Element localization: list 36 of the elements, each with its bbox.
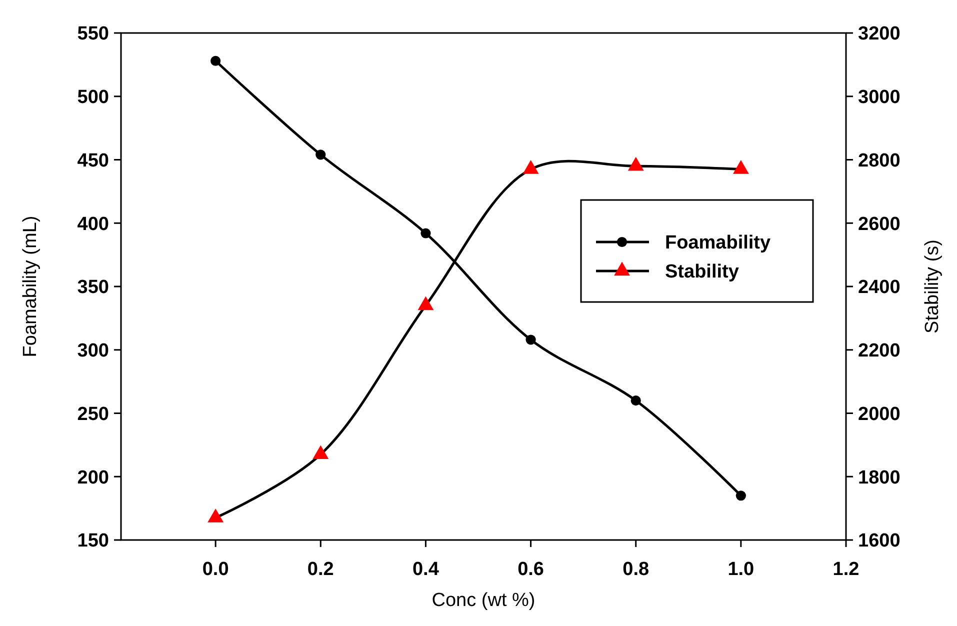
y-tick-label: 350 xyxy=(77,277,109,298)
y2-tick-label: 1800 xyxy=(858,467,900,488)
y-axis-title: Foamability (mL) xyxy=(20,216,41,358)
x-tick-label: 1.0 xyxy=(728,559,754,580)
y2-tick-label: 2000 xyxy=(858,404,900,425)
point xyxy=(736,490,746,501)
legend-label: Stability xyxy=(665,262,740,283)
point xyxy=(420,228,431,238)
legend-label: Foamability xyxy=(665,232,772,254)
y-tick-label: 500 xyxy=(77,87,109,108)
point xyxy=(630,396,641,406)
y2-tick-label: 2200 xyxy=(858,340,900,362)
y2-tick-label: 1600 xyxy=(858,530,900,552)
point xyxy=(210,56,221,66)
y2-tick-label: 2600 xyxy=(858,214,900,235)
x-tick-label: 0.8 xyxy=(622,559,650,580)
x-tick-label: 0.2 xyxy=(307,559,334,580)
y-tick-label: 300 xyxy=(77,340,109,362)
y-tick-label: 150 xyxy=(77,530,109,552)
x-tick-label: 0.6 xyxy=(518,559,544,580)
y2-tick-label: 2400 xyxy=(858,277,900,298)
x-tick-label: 0.4 xyxy=(412,559,440,580)
point xyxy=(316,150,326,160)
y-tick-label: 200 xyxy=(77,467,109,488)
point xyxy=(526,334,536,345)
y-tick-label: 400 xyxy=(77,214,109,235)
y-tick-label: 550 xyxy=(77,24,109,45)
y2-tick-label: 3200 xyxy=(858,24,900,45)
x-tick-label: 1.2 xyxy=(832,559,860,580)
y-tick-label: 250 xyxy=(77,404,109,425)
y2-tick-label: 3000 xyxy=(858,87,900,108)
x-axis-title: Conc (wt %) xyxy=(432,590,536,611)
x-tick-label: 0.0 xyxy=(202,559,229,580)
y2-tick-label: 2800 xyxy=(858,150,900,172)
y2-axis-title: Stability (s) xyxy=(922,240,943,334)
y-tick-label: 450 xyxy=(77,150,109,172)
